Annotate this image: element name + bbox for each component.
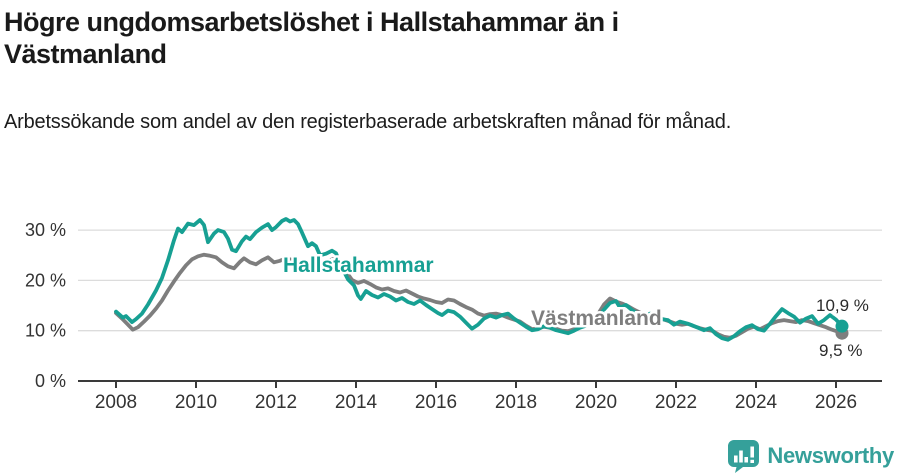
end-value-vastmanland: 9,5 % [819,341,862,360]
y-tick-label: 10 % [25,321,66,341]
x-tick-label: 2026 [815,392,857,413]
newsworthy-logo-text: Newsworthy [767,443,894,468]
newsworthy-logo-icon [728,440,760,473]
x-tick-label: 2020 [575,392,617,413]
x-tick-label: 2012 [255,392,297,413]
gridlines: 0 % 10 % 20 % 30 % [25,220,882,391]
newsworthy-logo: Newsworthy [727,439,894,473]
x-tick-label: 2016 [415,392,457,413]
x-tick-label: 2010 [175,392,217,413]
x-tick-label: 2022 [655,392,697,413]
hallstahammar-end-dot [835,319,849,333]
header: Högre ungdomsarbetslöshet i Hallstahamma… [4,6,784,138]
series-label-hallstahammar: Hallstahammar [283,254,434,277]
x-tick-label: 2014 [335,392,378,413]
hallstahammar-line [114,217,844,342]
y-tick-label: 20 % [25,270,66,290]
x-tick-label: 2008 [95,392,137,413]
y-tick-label: 0 % [35,371,66,391]
vastmanland-line [114,252,844,340]
chart-subtitle: Arbetssökande som andel av den registerb… [4,111,732,133]
page-title: Högre ungdomsarbetslöshet i Hallstahamma… [4,7,619,69]
y-tick-label: 30 % [25,220,66,240]
x-tick-label: 2018 [495,392,537,413]
end-value-hallstahammar: 10,9 % [816,296,869,315]
series-label-vastmanland: Västmanland [531,307,662,330]
x-tick-label: 2024 [735,392,778,413]
axes: 2008 2010 2012 2014 2016 2018 2020 2022 2024 2026 [78,380,882,413]
series-lines [114,217,849,342]
